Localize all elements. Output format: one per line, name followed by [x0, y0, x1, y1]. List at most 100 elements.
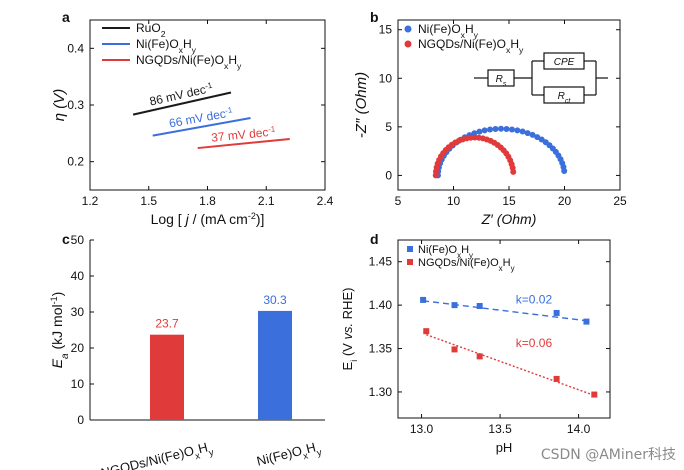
panel-c-y-tick-label: 10 — [71, 377, 85, 391]
fit-line-blue — [423, 300, 587, 322]
panel-a-x-tick-label: 2.1 — [258, 194, 275, 208]
panel-b-y-tick-label: 15 — [379, 23, 393, 37]
tafel-line-red — [197, 138, 290, 150]
panel-a-y-tick-label: 0.4 — [67, 41, 84, 55]
eis-point-blue — [471, 130, 478, 137]
slope-label-blue: k=0.02 — [516, 292, 553, 306]
panel-c: 0 10 20 30 40 50c Ea (kJ mol-1) 23.7 NGQDs/Ni(Fe… — [49, 231, 325, 470]
panel-b-x-tick-label: 10 — [447, 194, 461, 208]
panel-b-y-tick-label: 10 — [379, 71, 393, 85]
data-point-blue — [553, 309, 560, 316]
panel-d: 13.0 13.5 14.0 1.30 1.35 1.40 1.45 d pH Ei (V vs.… — [340, 231, 611, 455]
panel-b-x-tick-label: 25 — [613, 194, 627, 208]
panel-a-x-tick-label: 2.4 — [317, 194, 334, 208]
data-point-blue — [451, 302, 458, 309]
eis-point-blue — [529, 131, 536, 138]
eis-point-blue — [481, 127, 488, 134]
eis-point-blue — [508, 126, 515, 133]
data-point-red — [451, 346, 458, 353]
panel-a-y-tick-label: 0.3 — [67, 98, 84, 112]
panel-label-a: a — [62, 9, 70, 25]
circuit-rs-label: Rs — [496, 74, 507, 88]
bar-red — [150, 334, 184, 420]
panel-c-y-tick-label: 0 — [77, 413, 84, 427]
panel-a-xlabel: Log [ j / (mA cm-2)] — [151, 211, 265, 227]
panel-b-x-tick-label: 5 — [395, 194, 402, 208]
circuit-cpe-label: CPE — [554, 57, 575, 68]
panel-d-xlabel: pH — [496, 440, 513, 455]
data-point-blue — [583, 318, 590, 325]
panel-a-x-tick-label: 1.8 — [199, 194, 216, 208]
eis-point-blue — [492, 125, 499, 132]
legend-label-red: NGQDs/Ni(Fe)OxHy — [418, 257, 515, 273]
bar-blue — [258, 310, 292, 420]
panel-a-x-tick-label: 1.5 — [140, 194, 157, 208]
tafel-slope-label-red: 37 mV dec-1 — [211, 124, 277, 145]
panel-a-ylabel: η (V) — [51, 89, 68, 122]
panel-c-y-tick-label: 40 — [71, 269, 85, 283]
legend-marker-red — [407, 259, 413, 265]
data-point-blue — [420, 296, 427, 303]
panel-b-x-tick-label: 15 — [502, 194, 516, 208]
eis-point-blue — [476, 128, 483, 135]
panel-d-y-tick-label: 1.45 — [369, 255, 393, 269]
legend-marker-blue — [407, 246, 413, 252]
eis-point-blue — [561, 168, 568, 175]
panel-b-xlabel: Z′ (Ohm) — [481, 211, 537, 227]
panel-b-ylabel: -Z″ (Ohm) — [353, 72, 370, 138]
data-point-red — [423, 328, 430, 335]
legend-label-blue: Ni(Fe)OxHy — [136, 37, 197, 55]
equivalent-circuit: Rs CPE Rct — [474, 52, 608, 105]
eis-point-red — [510, 168, 517, 175]
fit-line-red — [426, 333, 595, 397]
data-point-blue — [476, 302, 483, 309]
circuit-rct-label: Rct — [558, 91, 572, 105]
panel-b-x-tick-label: 20 — [558, 194, 572, 208]
panel-d-x-tick-label: 13.5 — [488, 422, 512, 436]
panel-label-b: b — [370, 9, 379, 25]
legend-label-blue: Ni(Fe)OxHy — [418, 244, 473, 260]
panel-label-d: d — [370, 231, 379, 247]
tafel-line-blue — [152, 117, 251, 137]
panel-d-ylabel: Ei (V vs. RHE) — [340, 288, 359, 371]
panel-d-y-tick-label: 1.40 — [369, 298, 393, 312]
slope-label-red: k=0.06 — [516, 336, 553, 350]
panel-d-frame — [397, 239, 611, 419]
legend-marker-red — [404, 40, 412, 48]
panel-a-x-tick-label: 1.2 — [82, 194, 99, 208]
panel-d-x-tick-label: 14.0 — [567, 422, 591, 436]
panel-a-frame — [89, 19, 326, 191]
eis-point-blue — [519, 128, 526, 135]
panel-d-y-tick-label: 1.35 — [369, 342, 393, 356]
watermark: CSDN @AMiner科技 — [540, 447, 676, 463]
panel-c-ylabel: Ea (kJ mol-1) — [49, 292, 71, 369]
panel-c-y-tick-label: 50 — [71, 233, 85, 247]
eis-point-blue — [503, 125, 510, 132]
panel-b-y-tick-label: 5 — [385, 120, 392, 134]
legend-marker-blue — [404, 25, 412, 33]
data-point-red — [553, 375, 560, 382]
panel-a-y-tick-label: 0.2 — [67, 155, 84, 169]
eis-point-blue — [534, 134, 541, 141]
panel-d-x-tick-label: 13.0 — [410, 422, 434, 436]
legend-label-red: NGQDs/Ni(Fe)OxHy — [418, 37, 524, 55]
panel-a: 1.2 1.5 1.8 2.1 2.4 0.2 0.3 0.4 a Log [ j / (mA c… — [51, 9, 334, 227]
category-label: NGQDs/Ni(Fe)OxHy — [99, 438, 215, 470]
panel-label-c: c — [62, 231, 70, 247]
data-point-red — [476, 353, 483, 360]
panel-c-y-tick-label: 30 — [71, 305, 85, 319]
bar-value-label-red: 23.7 — [155, 317, 179, 331]
data-point-red — [591, 391, 598, 398]
panel-d-y-tick-label: 1.30 — [369, 385, 393, 399]
eis-point-blue — [487, 126, 494, 133]
legend-label-blue: Ni(Fe)OxHy — [418, 22, 479, 40]
eis-point-blue — [514, 127, 521, 134]
tafel-line-black — [132, 91, 232, 116]
panel-b-y-tick-label: 0 — [385, 168, 392, 182]
category-label: Ni(Fe)OxHy — [255, 438, 323, 470]
eis-point-blue — [498, 125, 505, 132]
legend-label-red: NGQDs/Ni(Fe)OxHy — [136, 53, 242, 71]
eis-point-blue — [524, 130, 531, 137]
